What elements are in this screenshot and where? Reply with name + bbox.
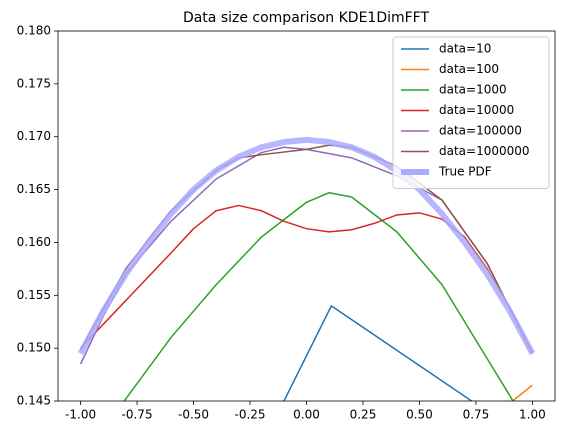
- x-tick-label: 1.00: [519, 408, 546, 422]
- y-tick-label: 0.160: [17, 235, 51, 249]
- x-tick-label: -0.25: [234, 408, 265, 422]
- y-tick-label: 0.175: [17, 76, 51, 90]
- plot-area: [77, 136, 536, 401]
- legend-label: data=100000: [439, 124, 522, 138]
- legend-label: data=1000000: [439, 144, 530, 158]
- x-tick-label: 0.50: [406, 408, 433, 422]
- x-tick-label: -1.00: [65, 408, 96, 422]
- legend-label: data=10: [439, 42, 491, 56]
- x-tick-label: -0.75: [122, 408, 153, 422]
- y-tick-label: 0.155: [17, 288, 51, 302]
- y-tick-label: 0.165: [17, 182, 51, 196]
- y-tick-label: 0.180: [17, 24, 51, 38]
- legend-label: True PDF: [438, 165, 492, 179]
- data-line: [283, 305, 473, 401]
- x-tick-label: 0.25: [350, 408, 377, 422]
- y-tick-label: 0.170: [17, 129, 51, 143]
- legend-box: [392, 36, 550, 189]
- legend-label: data=10000: [439, 103, 514, 117]
- chart-title: Data size comparison KDE1DimFFT: [183, 10, 430, 26]
- data-line: [123, 191, 514, 401]
- data-line: [77, 136, 536, 355]
- y-tick-label: 0.150: [17, 341, 51, 355]
- x-tick-label: 0.00: [293, 408, 320, 422]
- legend-label: data=100: [439, 62, 499, 76]
- legend-label: data=1000: [439, 83, 507, 97]
- y-tick-label: 0.145: [17, 394, 51, 408]
- x-tick-label: -0.50: [178, 408, 209, 422]
- data-line: [511, 384, 533, 401]
- data-line: [80, 204, 534, 354]
- x-tick-label: 0.75: [463, 408, 490, 422]
- axes-frame: [57, 30, 556, 402]
